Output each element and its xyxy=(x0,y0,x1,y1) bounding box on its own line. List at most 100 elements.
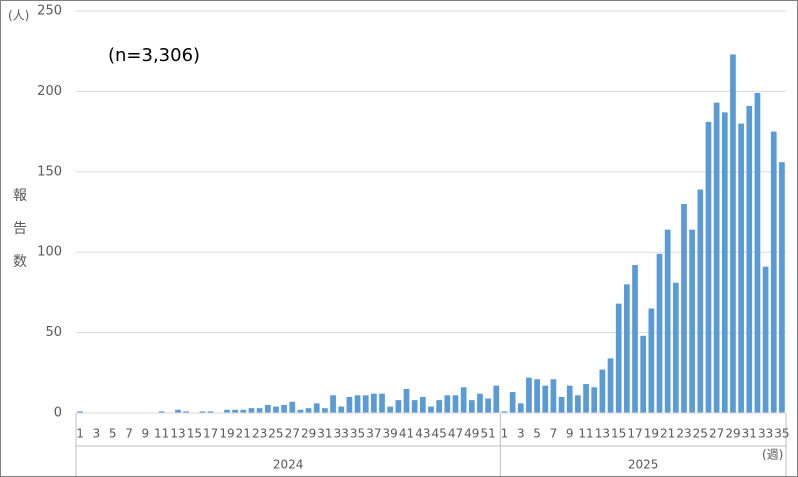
x-tick-label: 3 xyxy=(517,427,525,441)
bar xyxy=(648,308,655,413)
y-tick-label: 100 xyxy=(37,245,62,260)
x-tick-label: 19 xyxy=(219,427,234,441)
x-tick-label: 33 xyxy=(334,427,349,441)
bar xyxy=(640,335,647,413)
bar xyxy=(501,411,508,413)
y-unit: (人) xyxy=(8,9,29,23)
bar xyxy=(615,303,622,413)
y-tick-label: 0 xyxy=(54,406,62,421)
bar xyxy=(224,409,230,413)
bar xyxy=(517,403,524,413)
x-tick-label: 39 xyxy=(383,427,398,441)
bar xyxy=(338,406,345,413)
bar xyxy=(379,393,385,413)
bar xyxy=(607,358,614,413)
bar xyxy=(305,408,312,413)
x-tick-label: 35 xyxy=(774,427,789,441)
x-tick-label: 1 xyxy=(76,427,84,441)
bar xyxy=(281,404,287,413)
bar xyxy=(264,404,271,413)
bar xyxy=(705,121,712,414)
bar xyxy=(256,408,263,413)
bar xyxy=(175,409,181,413)
bar xyxy=(697,189,704,413)
bar xyxy=(387,406,394,413)
bar xyxy=(428,406,434,413)
x-tick-label: 1 xyxy=(501,427,509,441)
x-tick-label: 35 xyxy=(350,427,365,441)
bar xyxy=(346,396,353,413)
group-label: 2024 xyxy=(273,458,304,472)
x-tick-label: 29 xyxy=(301,427,316,441)
y-axis-label: 報 xyxy=(13,188,27,204)
x-tick-label: 9 xyxy=(142,427,150,441)
x-tick-label: 21 xyxy=(236,427,251,441)
bar xyxy=(566,385,573,413)
x-tick-label: 13 xyxy=(170,427,185,441)
bar xyxy=(485,398,491,413)
y-tick-label: 250 xyxy=(37,4,62,19)
x-tick-label: 17 xyxy=(203,427,218,441)
bar xyxy=(468,400,475,413)
bar xyxy=(419,396,426,413)
x-tick-label: 17 xyxy=(627,427,642,441)
bar xyxy=(477,393,483,413)
bar xyxy=(444,395,451,413)
y-tick-label: 200 xyxy=(37,84,62,99)
x-tick-label: 11 xyxy=(578,427,593,441)
bar xyxy=(526,377,532,413)
bar xyxy=(460,387,467,413)
x-tick-label: 23 xyxy=(252,427,267,441)
bar xyxy=(452,395,459,413)
bar xyxy=(591,387,598,413)
bar xyxy=(436,400,443,413)
y-tick-label: 50 xyxy=(45,325,62,340)
bar xyxy=(689,229,696,413)
bar xyxy=(721,112,728,413)
x-tick-label: 19 xyxy=(644,427,659,441)
x-tick-label: 27 xyxy=(709,427,724,441)
bar xyxy=(403,388,410,413)
x-tick-label: 31 xyxy=(317,427,332,441)
y-tick-label: 150 xyxy=(37,164,62,179)
bar xyxy=(664,229,671,413)
bar xyxy=(207,411,214,413)
x-tick-label: 15 xyxy=(611,427,626,441)
bar xyxy=(297,409,304,413)
x-tick-label: 5 xyxy=(109,427,117,441)
bar xyxy=(681,203,687,413)
bar xyxy=(362,395,369,413)
bar xyxy=(395,400,402,413)
x-tick-label: 3 xyxy=(93,427,101,441)
x-tick-label: 7 xyxy=(550,427,558,441)
bar xyxy=(534,379,540,413)
x-tick-label: 15 xyxy=(187,427,202,441)
x-tick-label: 41 xyxy=(399,427,414,441)
x-tick-label: 25 xyxy=(693,427,708,441)
y-axis-label: 告 xyxy=(13,221,27,237)
bar xyxy=(632,265,638,413)
bar xyxy=(770,131,777,413)
x-tick-label: 33 xyxy=(758,427,773,441)
x-tick-label: 5 xyxy=(533,427,541,441)
x-tick-label: 23 xyxy=(676,427,691,441)
bar xyxy=(558,396,565,413)
bar xyxy=(672,282,679,413)
bar xyxy=(240,409,247,413)
bar xyxy=(354,395,361,413)
x-tick-label: 45 xyxy=(432,427,447,441)
bar xyxy=(232,409,238,413)
bar xyxy=(493,385,500,413)
bar xyxy=(762,266,769,413)
bar xyxy=(754,93,761,414)
bar xyxy=(746,105,753,413)
x-tick-label: 43 xyxy=(415,427,430,441)
x-tick-label: 49 xyxy=(464,427,479,441)
x-tick-label: 7 xyxy=(125,427,133,441)
bar xyxy=(575,395,581,413)
bar xyxy=(77,411,83,413)
bar xyxy=(583,384,589,413)
x-tick-label: 13 xyxy=(595,427,610,441)
bar xyxy=(248,408,255,413)
